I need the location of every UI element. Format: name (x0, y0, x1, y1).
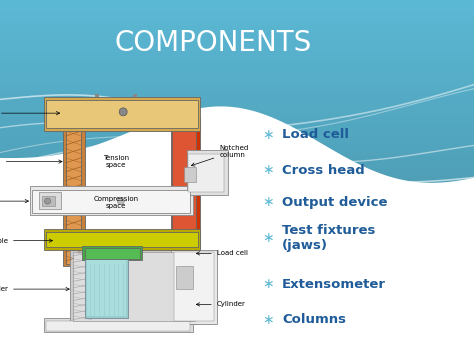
Text: Compression
space: Compression space (93, 196, 138, 209)
Text: COMPONENTS: COMPONENTS (115, 29, 312, 56)
Bar (0, 137, 474, 143)
Text: Tension
space: Tension space (103, 155, 129, 168)
Bar (0, 59, 474, 65)
Bar (46, 321, 191, 331)
Bar (0, 176, 474, 182)
Bar (32, 190, 191, 213)
Bar (0, 163, 474, 169)
Circle shape (119, 108, 127, 116)
Text: Notched
column: Notched column (191, 145, 248, 166)
Bar (63, 118, 85, 266)
Bar (0, 45, 474, 52)
Bar (85, 248, 140, 258)
Bar (0, 26, 474, 33)
Bar (0, 6, 474, 13)
Bar (0, 13, 474, 20)
Text: Test fixtures
(jaws): Test fixtures (jaws) (282, 224, 375, 252)
Bar (46, 100, 198, 129)
Bar (85, 256, 128, 318)
Bar (0, 0, 474, 6)
Bar (133, 94, 137, 97)
Text: ∗: ∗ (262, 195, 273, 209)
Bar (171, 118, 200, 276)
Bar (0, 156, 474, 163)
Text: ∗: ∗ (262, 231, 273, 245)
Text: Adjustable
crosshead: Adjustable crosshead (0, 195, 28, 208)
Bar (187, 150, 228, 195)
Circle shape (45, 198, 51, 204)
Text: Tension
crosshead: Tension crosshead (0, 106, 60, 120)
Bar (0, 78, 474, 84)
Text: ∗: ∗ (262, 163, 273, 178)
Bar (0, 84, 474, 91)
Text: Extensometer: Extensometer (282, 278, 386, 290)
Bar (0, 52, 474, 59)
Bar (0, 72, 474, 78)
Text: ∗: ∗ (262, 277, 273, 291)
Bar (0, 0, 474, 195)
Bar (171, 250, 217, 323)
Text: ∗: ∗ (262, 312, 273, 327)
Bar (44, 97, 200, 131)
Bar (0, 130, 474, 137)
Bar (176, 266, 193, 289)
Bar (73, 252, 195, 321)
Text: ∗: ∗ (262, 128, 273, 142)
Bar (0, 20, 474, 26)
Bar (0, 143, 474, 150)
Text: Cylinder: Cylinder (196, 301, 246, 307)
Bar (173, 252, 214, 321)
Text: Screw
column: Screw column (0, 155, 62, 168)
Bar (44, 318, 193, 332)
PathPatch shape (0, 106, 474, 355)
Bar (0, 111, 474, 117)
Bar (0, 98, 474, 104)
Text: Output device: Output device (282, 196, 388, 209)
Circle shape (117, 198, 124, 204)
Text: Columns: Columns (282, 313, 346, 326)
Bar (173, 121, 196, 274)
Bar (0, 91, 474, 98)
Bar (42, 196, 55, 206)
Bar (65, 121, 81, 264)
Bar (0, 39, 474, 45)
Text: Table: Table (0, 237, 53, 244)
Bar (39, 192, 61, 209)
Bar (0, 150, 474, 156)
Bar (46, 232, 198, 247)
Text: Cross head: Cross head (282, 164, 365, 177)
Bar (29, 186, 193, 215)
Bar (184, 167, 196, 182)
Bar (71, 250, 198, 323)
Bar (0, 189, 474, 195)
Bar (44, 229, 200, 250)
Text: Load cell: Load cell (282, 129, 349, 141)
Bar (0, 124, 474, 130)
Bar (87, 260, 126, 316)
Bar (95, 94, 99, 97)
Bar (0, 169, 474, 176)
Bar (0, 33, 474, 39)
Text: Cylinder: Cylinder (0, 286, 69, 292)
Bar (82, 246, 142, 260)
Bar (0, 65, 474, 72)
Bar (0, 104, 474, 111)
Bar (0, 182, 474, 189)
Bar (188, 154, 224, 192)
Text: Load cell: Load cell (196, 250, 248, 256)
Bar (0, 117, 474, 124)
